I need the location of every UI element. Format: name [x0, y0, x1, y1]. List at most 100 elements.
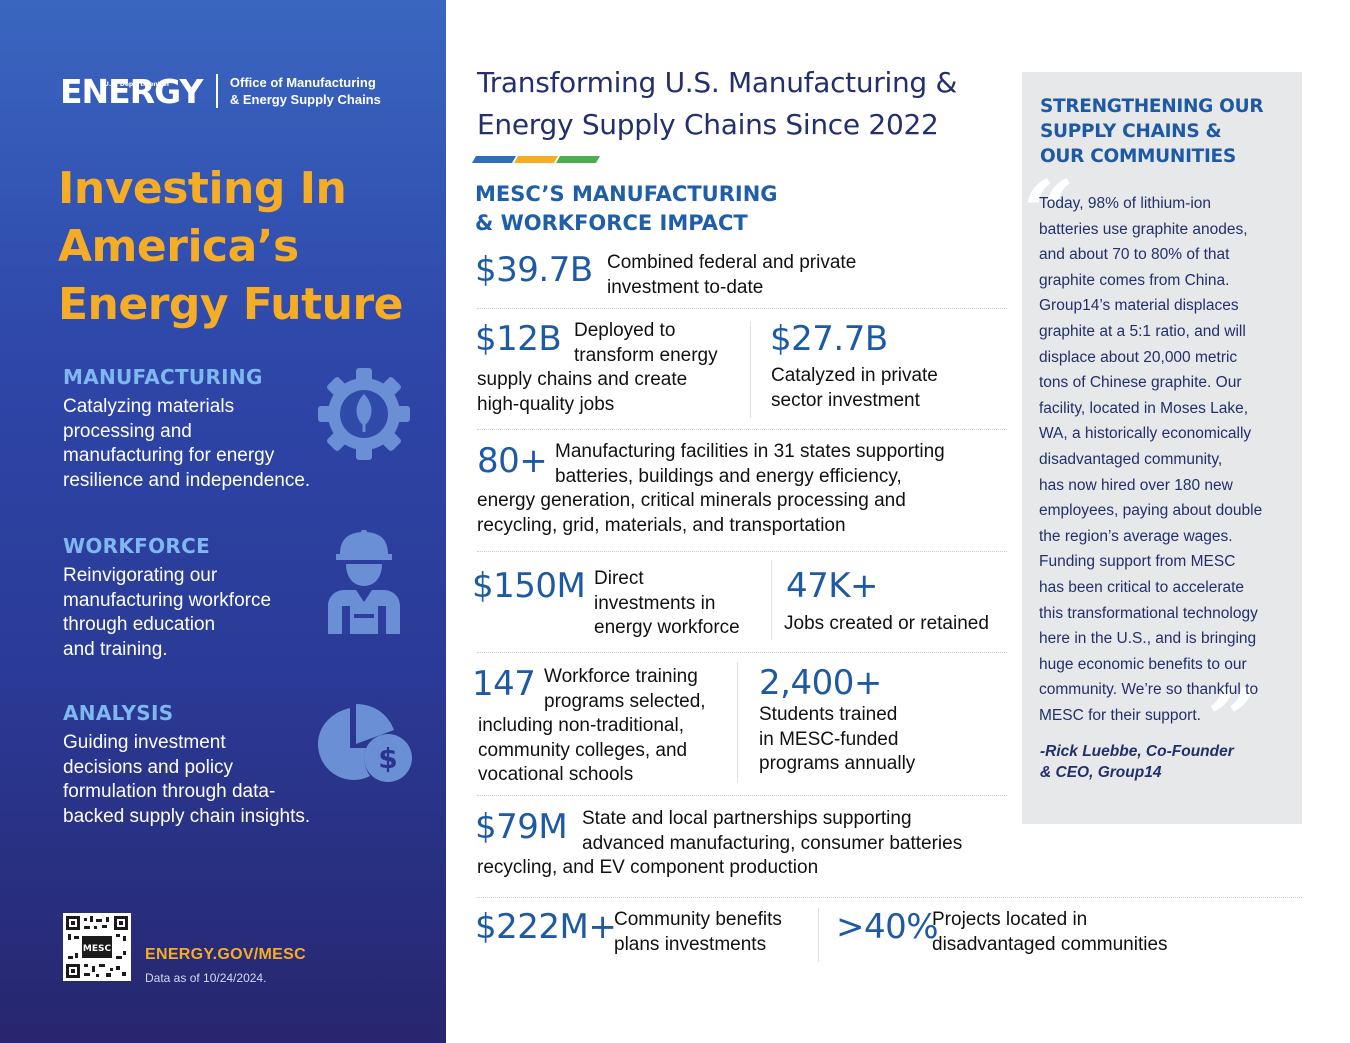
stat-line: recycling, and EV component production	[477, 857, 819, 878]
logo-dept: U.S. Department of	[104, 81, 170, 88]
stat-line: plans investments	[614, 933, 767, 955]
footer-date: Data as of 10/24/2024.	[145, 971, 267, 985]
quote-author-line: -Rick Luebbe, Co-Founder	[1040, 743, 1234, 760]
quote-line: the region’s average wages.	[1039, 527, 1233, 545]
stat-desc: supply chains and create high-quality jo…	[477, 368, 687, 417]
stat-value: 147	[472, 664, 536, 704]
color-bar-blue	[471, 156, 517, 163]
stat-desc: recycling, and EV component production	[477, 856, 818, 881]
vertical-divider	[771, 560, 772, 640]
hero-line1: Investing In	[58, 163, 347, 214]
doe-logo: U.S. Department of ENERGY Office of Manu…	[60, 68, 381, 108]
impact-heading-line2: & WORKFORCE IMPACT	[475, 211, 748, 235]
left-panel: U.S. Department of ENERGY Office of Manu…	[0, 0, 446, 1043]
quote-line: disadvantaged community,	[1039, 450, 1223, 468]
stat-line: recycling, grid, materials, and transpor…	[477, 514, 846, 536]
stat-line: energy workforce	[594, 617, 740, 638]
impact-heading-line1: MESC’S MANUFACTURING	[475, 182, 778, 206]
logo-office-line2: & Energy Supply Chains	[229, 92, 381, 107]
section-line: formulation through data-	[63, 781, 276, 802]
divider	[477, 308, 1007, 309]
quote-line: graphite at a 5:1 ratio, and will	[1039, 322, 1246, 340]
footer-url[interactable]: ENERGY.GOV/MESC	[145, 946, 306, 963]
logo-office: Office of Manufacturing & Energy Supply …	[230, 74, 381, 108]
stat-line: Catalyzed in private	[771, 365, 938, 386]
open-quote-icon: “	[1024, 162, 1074, 263]
stat-line: Manufacturing facilities in 31 states su…	[555, 441, 945, 462]
stat-line: Students trained	[759, 704, 898, 725]
stat-value: $39.7B	[475, 250, 593, 290]
stat-desc: Workforce training programs selected,	[544, 665, 706, 714]
quote-author-line: & CEO, Group14	[1040, 764, 1162, 781]
stat-value: $27.7B	[770, 319, 888, 359]
section-line: Catalyzing materials	[63, 396, 235, 417]
quote-line: Today, 98% of lithium-ion	[1039, 195, 1212, 212]
stat-line: programs selected,	[544, 690, 706, 712]
color-bars	[471, 156, 601, 163]
section-workforce: WORKFORCE Reinvigorating our manufacturi…	[63, 534, 343, 662]
title-line1: Transforming U.S. Manufacturing &	[477, 66, 958, 99]
divider	[477, 429, 1007, 430]
close-quote-icon: ”	[1208, 670, 1258, 771]
quote-line: huge economic benefits to our	[1039, 655, 1247, 673]
section-line: manufacturing for energy	[63, 445, 275, 466]
stat-desc: Jobs created or retained	[784, 612, 989, 637]
section-line: through education	[63, 614, 216, 635]
quote-line: batteries use graphite anodes,	[1039, 220, 1248, 238]
stat-line: Direct	[594, 568, 644, 589]
stat-line: Jobs created or retained	[784, 613, 989, 634]
section-line: manufacturing workforce	[63, 589, 272, 611]
quote-line: has been critical to accelerate	[1039, 578, 1245, 596]
section-line: Reinvigorating our	[63, 565, 218, 586]
quote-author: -Rick Luebbe, Co-Founder & CEO, Group14	[1040, 741, 1234, 783]
logo-divider	[216, 74, 218, 108]
vertical-divider	[737, 662, 738, 782]
stat-line: community colleges, and	[478, 739, 688, 761]
hero-line2: America’s	[58, 221, 299, 272]
stat-desc: Manufacturing facilities in 31 states su…	[555, 440, 945, 489]
section-title: MANUFACTURING	[63, 365, 263, 389]
section-title: ANALYSIS	[63, 701, 174, 725]
stat-line: including non-traditional,	[478, 715, 684, 736]
stat-line: disadvantaged communities	[932, 933, 1168, 955]
stat-line: sector investment	[771, 389, 920, 411]
stat-line: supply chains and create	[477, 369, 688, 390]
stat-value: 80+	[477, 441, 548, 481]
hero-title: Investing In America’s Energy Future	[58, 160, 404, 334]
divider	[477, 551, 1007, 552]
stat-desc: Projects located in disadvantaged commun…	[932, 908, 1168, 957]
quote-line: displace about 20,000 metric	[1039, 348, 1238, 366]
color-bar-green	[555, 156, 601, 163]
quote-line: has now hired over 180 new	[1039, 476, 1233, 494]
vertical-divider	[818, 908, 819, 962]
hero-line3: Energy Future	[58, 279, 404, 330]
qr-code[interactable]: MESC	[63, 913, 131, 981]
color-bar-orange	[513, 156, 559, 163]
quote-heading: STRENGTHENING OUR SUPPLY CHAINS & OUR CO…	[1040, 94, 1264, 169]
logo-office-line1: Office of Manufacturing	[229, 75, 376, 90]
section-line: processing and	[63, 420, 192, 442]
stat-value: 47K+	[786, 566, 879, 606]
quote-heading-line: OUR COMMUNITIES	[1040, 146, 1236, 167]
quote-heading-line: STRENGTHENING OUR	[1040, 96, 1264, 117]
section-text: Guiding investment decisions and policy …	[63, 731, 353, 829]
section-analysis: ANALYSIS Guiding investment decisions an…	[63, 701, 353, 829]
quote-line: facility, located in Moses Lake,	[1039, 399, 1249, 417]
stat-line: programs annually	[759, 753, 916, 774]
quote-line: tons of Chinese graphite. Our	[1039, 374, 1242, 392]
vertical-divider	[750, 322, 751, 418]
stat-line: energy generation, critical minerals pro…	[477, 490, 906, 511]
quote-line: community. We’re so thankful to	[1039, 681, 1259, 699]
quote-line: Funding support from MESC	[1039, 553, 1236, 571]
quote-heading-line: SUPPLY CHAINS &	[1040, 121, 1222, 142]
quote-line: Group14’s material displaces	[1039, 297, 1239, 315]
divider	[477, 897, 1302, 898]
stat-line: investment to-date	[607, 276, 764, 298]
section-line: Guiding investment	[63, 732, 226, 753]
stat-desc: Deployed to transform energy	[574, 319, 718, 368]
quote-text: Today, 98% of lithium-ion batteries use …	[1039, 191, 1295, 728]
stat-line: batteries, buildings and energy efficien…	[555, 465, 902, 487]
section-text: Catalyzing materials processing and manu…	[63, 395, 353, 493]
stat-line: Workforce training	[544, 666, 698, 687]
stat-desc: Community benefits plans investments	[614, 908, 782, 957]
